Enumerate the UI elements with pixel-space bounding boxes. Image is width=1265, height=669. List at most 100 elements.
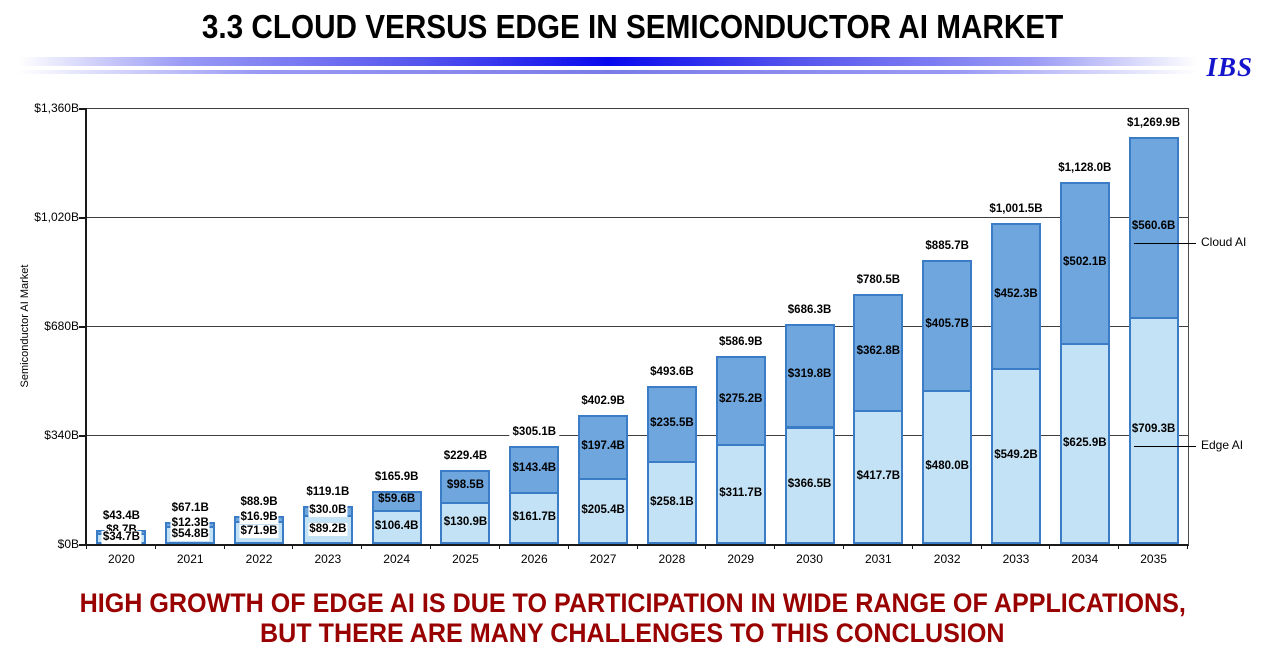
x-tick-label: 2033 <box>1002 552 1030 566</box>
x-axis-tick <box>498 544 500 549</box>
edge-value-label: $161.7B <box>512 511 557 524</box>
cloud-value-label: $560.6B <box>1131 219 1176 232</box>
x-tick-label: 2028 <box>658 552 686 566</box>
y-tick-label: $680B <box>44 319 79 333</box>
plot-area: Semiconductor AI Market $0B $340B $680B $1,… <box>19 101 1246 566</box>
y-axis-tick <box>79 108 87 110</box>
edge-value-label: $71.9B <box>239 525 279 539</box>
bar-segment-cloud <box>715 355 766 447</box>
x-tick-label: 2031 <box>864 552 892 566</box>
gridline <box>87 108 1188 109</box>
y-tick-label: $1,360B <box>34 101 79 115</box>
bar-segment-cloud <box>578 414 629 481</box>
bar-total-label: $1,001.5B <box>986 202 1046 216</box>
footer-message: HIGH GROWTH OF EDGE AI IS DUE TO PARTICI… <box>0 588 1265 648</box>
y-tick-label: $0B <box>57 537 79 551</box>
legend-callout-line <box>1133 242 1196 244</box>
x-axis-tick <box>223 544 225 549</box>
cloud-value-label: $98.5B <box>446 479 485 492</box>
x-tick-label: 2027 <box>589 552 617 566</box>
page-title-text: 3.3 CLOUD VERSUS EDGE IN SEMICONDUCTOR A… <box>201 8 1064 45</box>
bar-total-label: $493.6B <box>647 365 697 379</box>
y-tick-label: $340B <box>44 428 79 442</box>
cloud-value-label: $197.4B <box>581 439 625 452</box>
bar-segment-edge <box>509 492 560 544</box>
x-axis-tick <box>774 544 776 549</box>
edge-value-label: $549.2B <box>994 448 1038 461</box>
bar-segment-cloud <box>990 222 1041 370</box>
bar-total-label: $402.9B <box>578 394 628 408</box>
y-tick-label: $1,020B <box>34 210 79 224</box>
edge-value-label: $366.5B <box>787 478 832 491</box>
cloud-value-label: $12.3B <box>170 517 210 531</box>
edge-value-label: $54.8B <box>170 528 210 542</box>
bar-total-label: $305.1B <box>509 426 560 440</box>
x-axis-tick <box>154 544 156 549</box>
bar-segment-edge <box>784 426 835 544</box>
footer-line-2-text: BUT THERE ARE MANY CHALLENGES TO THIS CO… <box>260 618 1005 648</box>
bar-total-label: $229.4B <box>440 450 491 464</box>
bar-segment-cloud <box>509 446 560 495</box>
x-axis-tick <box>292 544 294 549</box>
edge-value-label: $709.3B <box>1131 423 1176 436</box>
x-tick-label: 2022 <box>245 552 273 566</box>
bar-total-label: $165.9B <box>371 470 422 484</box>
x-axis-tick <box>1118 544 1120 549</box>
x-tick-label: 2030 <box>796 552 823 566</box>
x-tick-label: 2024 <box>383 552 411 566</box>
x-axis-tick <box>567 544 569 549</box>
x-axis-tick <box>1187 544 1188 549</box>
x-tick-label: 2020 <box>108 552 135 566</box>
cloud-value-label: $143.4B <box>512 462 557 475</box>
bar-total-label: $67.1B <box>168 502 212 516</box>
gridline <box>87 217 1188 218</box>
x-axis-tick <box>980 544 982 549</box>
bar-segment-cloud <box>371 490 422 512</box>
edge-value-label: $106.4B <box>374 519 419 532</box>
y-axis-tick <box>79 435 87 437</box>
x-axis-tick <box>1049 544 1051 549</box>
cloud-value-label: $502.1B <box>1063 255 1107 268</box>
x-tick-label: 2034 <box>1071 552 1099 566</box>
edge-value-label: $258.1B <box>650 495 694 508</box>
y-axis-tick <box>79 544 87 546</box>
bar-segment-cloud <box>646 385 697 464</box>
cloud-value-label: $405.7B <box>925 318 969 331</box>
cloud-value-label: $452.3B <box>994 288 1038 301</box>
x-tick-label: 2026 <box>520 552 548 566</box>
bar-segment-edge <box>440 502 491 544</box>
x-tick-label: 2035 <box>1140 552 1167 566</box>
bar-segment-cloud <box>1059 182 1110 346</box>
footer-line-2: BUT THERE ARE MANY CHALLENGES TO THIS CO… <box>0 618 1265 648</box>
bar-total-label: $1,269.9B <box>1124 116 1184 130</box>
y-axis-tick <box>79 217 87 219</box>
cloud-value-label: $16.9B <box>239 511 279 525</box>
bar-segment-cloud <box>853 293 904 413</box>
x-tick-label: 2032 <box>933 552 961 566</box>
x-tick-label: 2021 <box>176 552 204 566</box>
x-axis-tick <box>86 544 87 549</box>
bar-total-label: $1,128.0B <box>1055 162 1115 176</box>
bar-total-label: $885.7B <box>922 240 972 254</box>
x-tick-label: 2029 <box>727 552 755 566</box>
bar-total-label: $586.9B <box>715 335 766 349</box>
edge-value-label: $480.0B <box>925 460 969 473</box>
bar-segment-cloud <box>922 260 973 393</box>
divider-gradient-bar <box>18 57 1198 66</box>
cloud-value-label: $362.8B <box>856 344 901 357</box>
edge-value-label: $89.2B <box>308 522 348 536</box>
page-title: 3.3 CLOUD VERSUS EDGE IN SEMICONDUCTOR A… <box>0 8 1265 46</box>
bar-segment-cloud <box>1128 136 1179 319</box>
legend-label-cloud-ai: Cloud AI <box>1201 234 1247 249</box>
legend-label-edge-ai: Edge AI <box>1201 438 1244 453</box>
cloud-value-label: $275.2B <box>718 392 763 405</box>
x-axis-tick <box>705 544 707 549</box>
divider-gradient-bar-thin <box>18 70 1198 74</box>
cloud-value-label: $235.5B <box>650 416 694 429</box>
y-axis-tick <box>79 326 87 328</box>
cloud-value-label: $59.6B <box>378 493 416 506</box>
x-tick-label: 2023 <box>314 552 342 566</box>
legend-callout-line <box>1133 446 1196 448</box>
bar-total-label: $43.4B <box>99 510 143 524</box>
